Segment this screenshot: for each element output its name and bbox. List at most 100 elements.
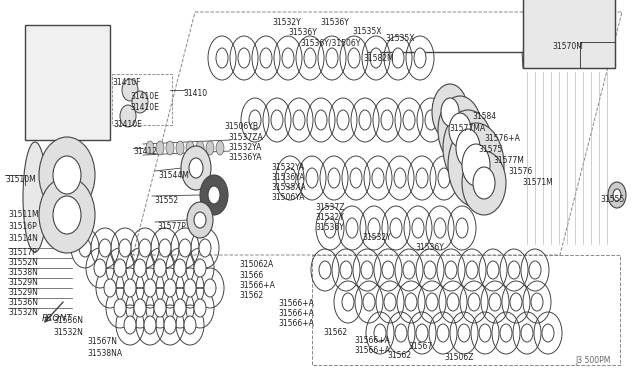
Ellipse shape <box>196 141 204 155</box>
Ellipse shape <box>542 324 554 342</box>
Ellipse shape <box>184 279 196 297</box>
Ellipse shape <box>414 48 426 68</box>
Ellipse shape <box>441 98 459 126</box>
Text: 31575: 31575 <box>478 145 502 154</box>
Ellipse shape <box>94 259 106 277</box>
Text: 31537Z: 31537Z <box>315 203 344 212</box>
Text: 31537ZA: 31537ZA <box>228 133 263 142</box>
Ellipse shape <box>39 137 95 213</box>
Ellipse shape <box>438 96 482 164</box>
Text: 31566+A: 31566+A <box>278 309 314 318</box>
Ellipse shape <box>403 110 415 130</box>
Ellipse shape <box>448 123 504 207</box>
Text: 31538NA: 31538NA <box>87 349 122 358</box>
Text: 31506Z: 31506Z <box>444 353 474 362</box>
Ellipse shape <box>608 182 626 208</box>
Text: 31571M: 31571M <box>522 178 553 187</box>
Ellipse shape <box>179 239 191 257</box>
Ellipse shape <box>443 110 493 186</box>
Text: 31536N: 31536N <box>53 316 83 325</box>
Text: 31567: 31567 <box>408 342 432 351</box>
Ellipse shape <box>456 218 468 238</box>
Ellipse shape <box>204 279 216 297</box>
Text: 31576+A: 31576+A <box>484 134 520 143</box>
Ellipse shape <box>134 259 146 277</box>
Text: 31532Y: 31532Y <box>362 233 391 242</box>
Ellipse shape <box>382 261 394 279</box>
Text: 31567N: 31567N <box>87 337 117 346</box>
Text: 31506YA: 31506YA <box>271 193 305 202</box>
Text: 31577MA: 31577MA <box>449 124 485 133</box>
Ellipse shape <box>424 261 436 279</box>
Text: 31532Y: 31532Y <box>272 18 301 27</box>
Text: 31566+A: 31566+A <box>354 346 390 355</box>
Ellipse shape <box>319 261 331 279</box>
Ellipse shape <box>114 299 126 317</box>
Bar <box>25 25 110 140</box>
Text: 31532YA: 31532YA <box>228 143 261 152</box>
Ellipse shape <box>53 156 81 194</box>
Ellipse shape <box>293 110 305 130</box>
Ellipse shape <box>146 141 154 155</box>
Ellipse shape <box>372 168 384 188</box>
Ellipse shape <box>99 239 111 257</box>
Text: 31535XA: 31535XA <box>271 183 306 192</box>
Text: 31532N: 31532N <box>8 308 38 317</box>
Ellipse shape <box>412 218 424 238</box>
Ellipse shape <box>144 279 156 297</box>
Ellipse shape <box>350 168 362 188</box>
Ellipse shape <box>489 293 501 311</box>
Text: 31562: 31562 <box>323 328 347 337</box>
Ellipse shape <box>416 324 428 342</box>
Ellipse shape <box>405 293 417 311</box>
Ellipse shape <box>144 316 156 334</box>
Ellipse shape <box>284 168 296 188</box>
Text: 31577M: 31577M <box>493 156 524 165</box>
Ellipse shape <box>390 218 402 238</box>
Ellipse shape <box>124 316 136 334</box>
Ellipse shape <box>189 158 203 178</box>
Text: 31536N: 31536N <box>8 298 38 307</box>
Ellipse shape <box>363 293 375 311</box>
Text: 31535X: 31535X <box>385 34 415 43</box>
Ellipse shape <box>438 168 450 188</box>
Ellipse shape <box>521 324 533 342</box>
Ellipse shape <box>260 48 272 68</box>
Ellipse shape <box>613 189 621 201</box>
Text: 31536Y/31506Y: 31536Y/31506Y <box>300 38 360 47</box>
Ellipse shape <box>216 48 228 68</box>
Ellipse shape <box>370 48 382 68</box>
Ellipse shape <box>154 299 166 317</box>
Text: 31536Y: 31536Y <box>415 243 444 252</box>
Ellipse shape <box>447 293 459 311</box>
Ellipse shape <box>324 218 336 238</box>
Ellipse shape <box>122 79 138 101</box>
Ellipse shape <box>529 261 541 279</box>
Ellipse shape <box>114 259 126 277</box>
Text: 31536YA: 31536YA <box>228 153 262 162</box>
Ellipse shape <box>23 142 47 252</box>
Ellipse shape <box>49 173 85 221</box>
Ellipse shape <box>449 113 471 147</box>
Text: 31510M: 31510M <box>5 175 36 184</box>
Ellipse shape <box>531 293 543 311</box>
Ellipse shape <box>186 141 194 155</box>
Ellipse shape <box>368 218 380 238</box>
Ellipse shape <box>395 324 407 342</box>
Ellipse shape <box>156 141 164 155</box>
Ellipse shape <box>174 259 186 277</box>
Text: 31410F: 31410F <box>112 78 141 87</box>
Ellipse shape <box>361 261 373 279</box>
Ellipse shape <box>124 279 136 297</box>
Text: 31552N: 31552N <box>8 258 38 267</box>
Ellipse shape <box>437 324 449 342</box>
Text: 31506YB: 31506YB <box>224 122 258 131</box>
Ellipse shape <box>479 324 491 342</box>
Ellipse shape <box>176 141 184 155</box>
Ellipse shape <box>53 196 81 234</box>
Ellipse shape <box>426 293 438 311</box>
Ellipse shape <box>487 261 499 279</box>
Ellipse shape <box>164 279 176 297</box>
Ellipse shape <box>208 186 220 204</box>
Ellipse shape <box>199 239 211 257</box>
